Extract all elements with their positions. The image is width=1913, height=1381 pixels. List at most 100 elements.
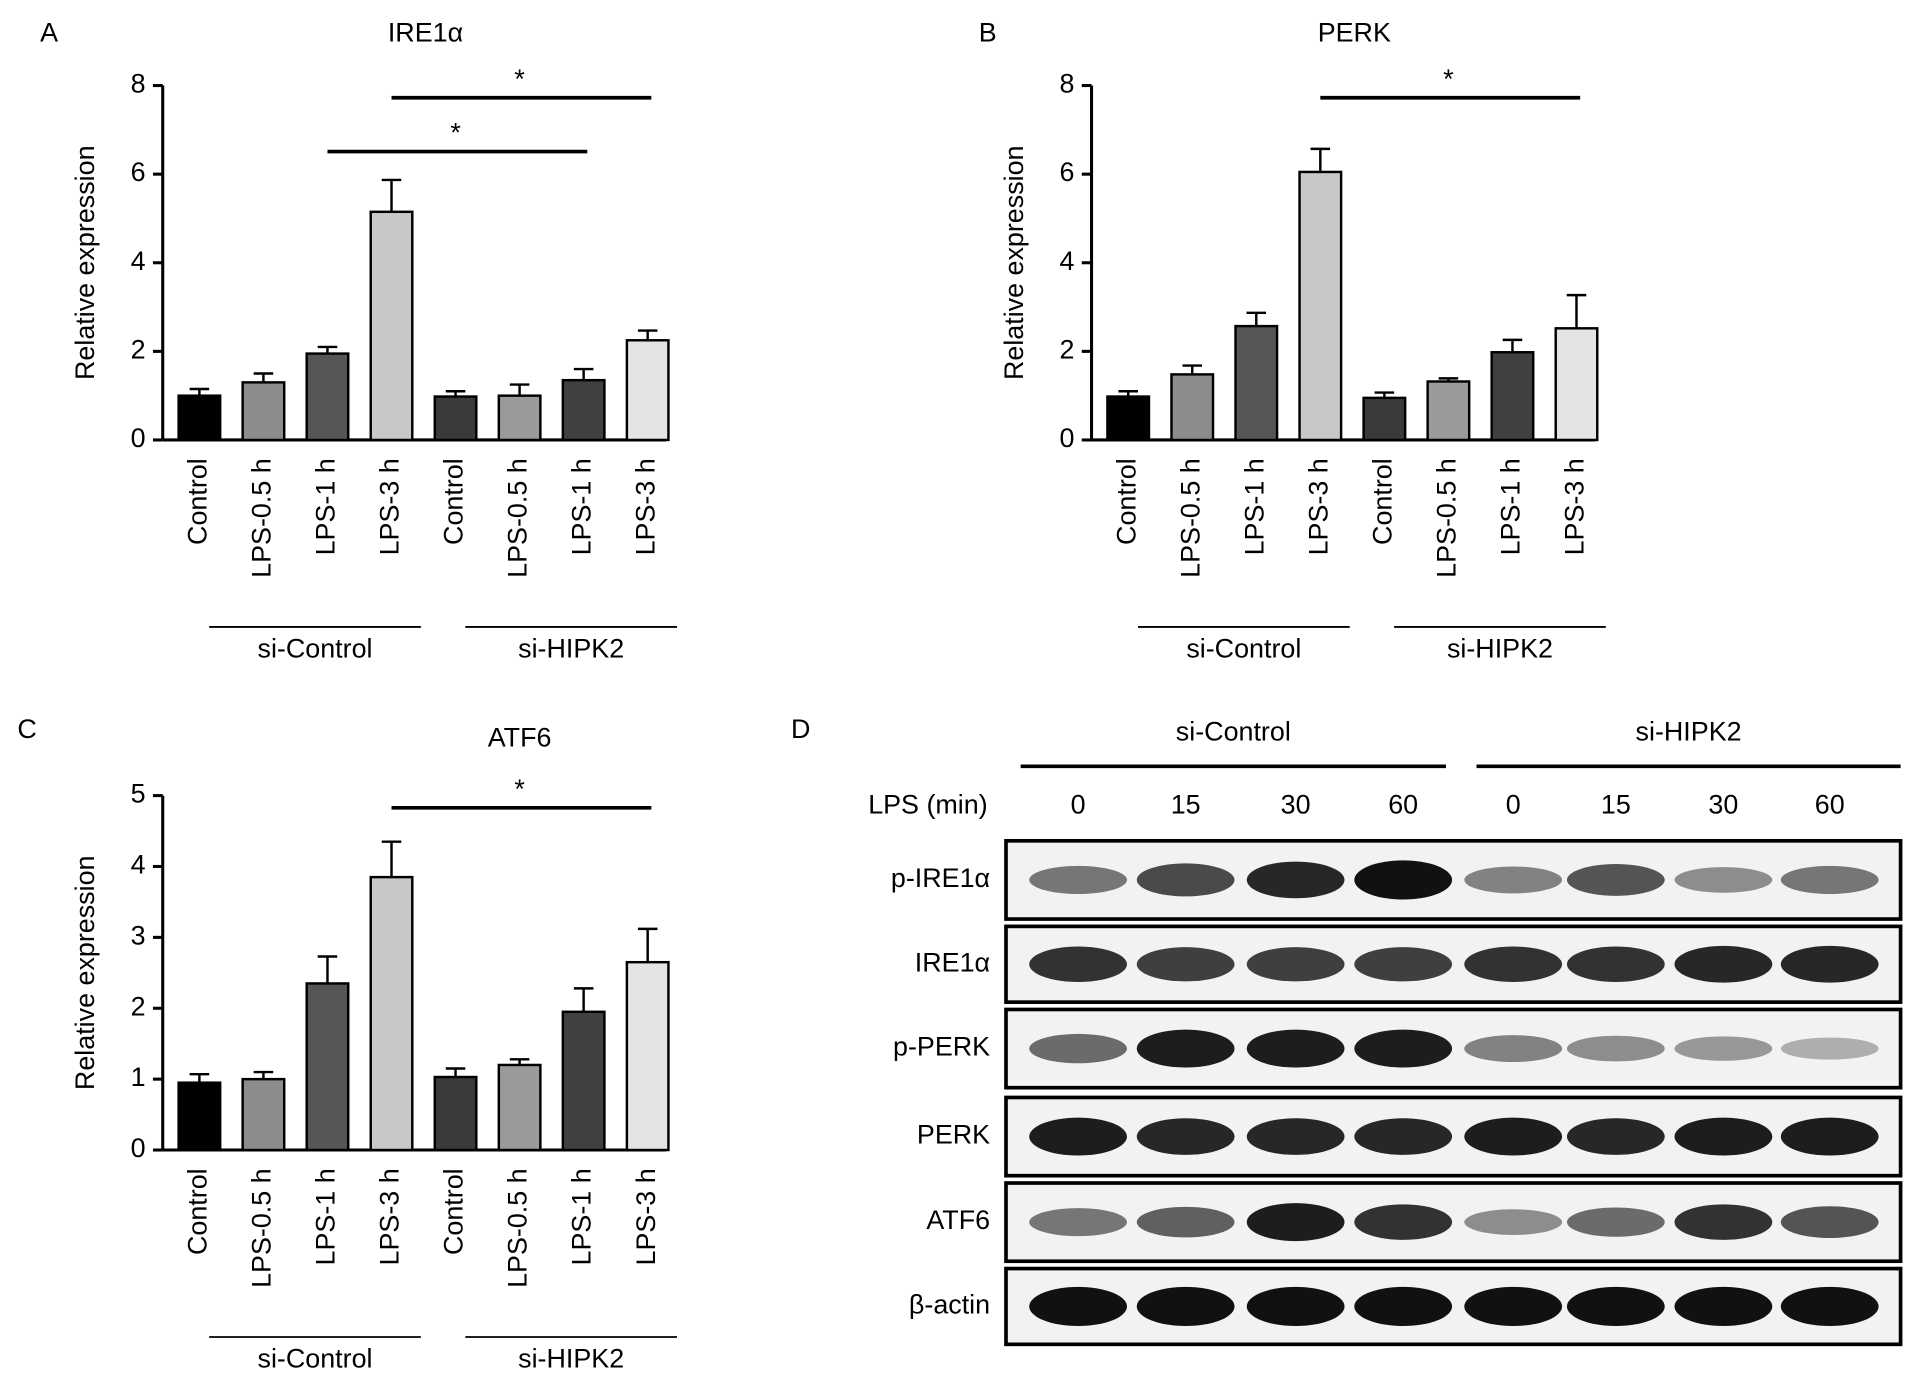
blot-band [1246, 947, 1345, 982]
error-bar [381, 840, 402, 878]
lane-value: 0 [1071, 790, 1086, 820]
bar [1426, 380, 1471, 442]
lane-value: 60 [1388, 790, 1418, 820]
lane-value: 15 [1171, 790, 1201, 820]
x-tick-label: Control [182, 458, 212, 545]
bar [561, 1010, 606, 1152]
bar [177, 1081, 222, 1152]
blot-band [1354, 1204, 1453, 1240]
blot-band [1674, 1286, 1773, 1327]
error-bar [1182, 364, 1203, 375]
blot-band [1136, 1286, 1235, 1327]
lane-value: 15 [1601, 790, 1631, 820]
blot-band [1566, 1286, 1665, 1327]
error-bar [573, 367, 594, 381]
blot-band [1246, 1029, 1345, 1068]
chart-title: PERK [1318, 17, 1391, 47]
error-bar [445, 1067, 466, 1078]
blot-band [1674, 1036, 1773, 1061]
blot-band [1354, 860, 1453, 900]
error-bar [1502, 338, 1523, 353]
blot-band [1780, 865, 1879, 894]
bar [305, 982, 350, 1152]
error-bar [1566, 293, 1587, 329]
y-tick-label: 8 [131, 69, 146, 99]
row-label: p-PERK [893, 1032, 990, 1062]
x-tick-label: LPS-1 h [1239, 458, 1269, 555]
row-label: PERK [917, 1120, 990, 1150]
bar [241, 1077, 286, 1152]
lane-value: 0 [1506, 790, 1521, 820]
row-label: β-actin [909, 1290, 990, 1320]
x-tick-label: LPS-3 h [1303, 458, 1333, 555]
bar [1298, 170, 1343, 442]
bar [1554, 327, 1599, 442]
x-tick-label: LPS-0.5 h [247, 1168, 277, 1288]
y-axis-label: Relative expression [70, 145, 100, 380]
y-tick-label: 2 [131, 334, 146, 364]
bar [369, 875, 414, 1152]
blot-band [1464, 1209, 1563, 1235]
blot-band [1136, 1118, 1235, 1155]
group-label: si-HIPK2 [518, 1343, 624, 1373]
bar [433, 1075, 478, 1152]
x-tick-label: LPS-0.5 h [503, 1168, 533, 1288]
blot-band [1674, 867, 1773, 893]
y-tick-label: 0 [131, 423, 146, 453]
lane-value: 60 [1815, 790, 1845, 820]
blot-band [1354, 1029, 1453, 1068]
blot-band [1246, 1118, 1345, 1155]
y-tick-label: 0 [131, 1133, 146, 1163]
blot-band [1566, 1207, 1665, 1237]
bar [625, 339, 670, 442]
row-label: p-IRE1α [891, 863, 990, 893]
y-tick-label: 4 [1059, 246, 1074, 276]
y-tick-label: 1 [131, 1062, 146, 1092]
blot-band [1780, 1117, 1879, 1156]
x-tick-label: LPS-1 h [311, 1168, 341, 1265]
blot-band [1029, 865, 1127, 894]
blot-band [1246, 1286, 1345, 1327]
blot-band [1136, 1029, 1235, 1068]
group-label: si-Control [1176, 716, 1291, 746]
bar [177, 394, 222, 442]
chart-title: IRE1α [388, 17, 463, 47]
significance-label: * [450, 118, 461, 148]
y-axis-label: Relative expression [70, 856, 100, 1091]
x-tick-label: Control [1367, 458, 1397, 545]
y-tick-label: 3 [131, 920, 146, 950]
panel-label: C [17, 714, 36, 744]
bar [625, 960, 670, 1152]
blot-band [1246, 1203, 1345, 1242]
blot-band [1566, 864, 1665, 896]
blot-band [1029, 1033, 1127, 1064]
group-label: si-HIPK2 [518, 633, 624, 663]
x-tick-label: Control [439, 1168, 469, 1255]
lane-value: 30 [1708, 790, 1738, 820]
y-axis-label: Relative expression [999, 145, 1029, 380]
x-tick-label: LPS-1 h [311, 458, 341, 555]
panel-label: A [40, 17, 58, 47]
group-label: si-Control [258, 633, 373, 663]
error-bar [1310, 147, 1331, 172]
blot-band [1566, 946, 1665, 982]
bar [241, 381, 286, 442]
x-tick-label: LPS-0.5 h [247, 458, 277, 578]
group-label: si-Control [258, 1343, 373, 1373]
error-bar [637, 329, 658, 341]
x-tick-label: LPS-1 h [567, 458, 597, 555]
bar [561, 378, 606, 442]
blot-band [1136, 863, 1235, 897]
x-tick-label: LPS-0.5 h [503, 458, 533, 578]
error-bar [637, 927, 658, 963]
blot-band [1246, 861, 1345, 899]
blot-band [1674, 1204, 1773, 1240]
blot-band [1566, 1035, 1665, 1062]
bar [1490, 351, 1535, 442]
lane-value: 30 [1281, 790, 1311, 820]
blot-band [1464, 1286, 1563, 1327]
bar [433, 395, 478, 442]
y-tick-label: 5 [131, 779, 146, 809]
panel-label: D [791, 714, 810, 744]
blot-band [1136, 947, 1235, 982]
